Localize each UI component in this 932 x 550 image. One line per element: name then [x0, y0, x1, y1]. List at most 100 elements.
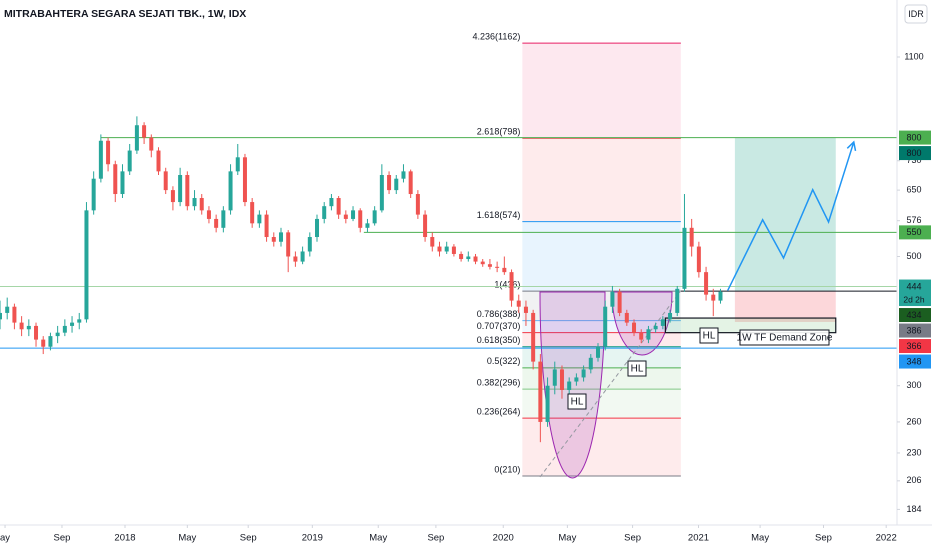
candle-body — [675, 288, 680, 313]
candle-body — [41, 339, 46, 347]
candle-body — [199, 198, 204, 211]
candle-body — [127, 150, 132, 172]
candle-body — [113, 164, 118, 195]
candle-body — [423, 214, 428, 238]
countdown-badge — [899, 293, 931, 307]
candle-body — [343, 214, 348, 219]
x-tick-label: May — [369, 533, 387, 544]
fib-label: 0.618(350) — [477, 335, 521, 345]
candle-body — [329, 198, 334, 207]
y-tick-label: 230 — [906, 447, 921, 457]
candle-body — [473, 256, 478, 262]
price-badge — [899, 308, 931, 323]
candle-body — [142, 125, 147, 138]
candle-body — [559, 369, 564, 390]
currency-label: IDR — [908, 9, 924, 19]
candle-body — [120, 171, 125, 195]
price-badge-label: 550 — [906, 227, 921, 237]
candle-body — [336, 198, 341, 215]
candle-body — [228, 171, 233, 211]
price-badge — [899, 146, 931, 161]
candle-body — [588, 357, 593, 370]
y-tick-label: 184 — [906, 504, 921, 514]
candle-body — [552, 369, 557, 386]
price-badge-label: 366 — [906, 341, 921, 351]
candle-body — [632, 322, 637, 333]
fib-label: 4.236(1162) — [472, 32, 520, 42]
candle-body — [156, 150, 161, 172]
fib-label: 0.236(264) — [477, 406, 521, 416]
price-badge-label: 444 — [906, 281, 921, 291]
price-badge — [899, 323, 931, 338]
candle-body — [495, 266, 500, 268]
candle-body — [178, 174, 183, 203]
candle-body — [401, 171, 406, 179]
candle-body — [430, 237, 435, 247]
x-tick-label: Sep — [815, 533, 832, 544]
candle-body — [26, 325, 31, 330]
chart-title: MITRABAHTERA SEGARA SEJATI TBK., 1W, IDX — [4, 8, 246, 20]
candle-body — [12, 306, 17, 323]
x-tick-label: 2022 — [876, 533, 897, 544]
price-badge — [899, 130, 931, 145]
candle-body — [718, 291, 723, 301]
candle-body — [624, 312, 629, 323]
annotation: HL — [631, 364, 644, 375]
price-badge-label: 348 — [906, 356, 921, 366]
fib-band — [522, 418, 681, 476]
price-badge-label: 434 — [906, 310, 921, 320]
candle-body — [206, 210, 211, 219]
annotation: 1W TF Demand Zone — [737, 333, 833, 344]
candle-body — [264, 214, 269, 238]
candle-body — [379, 174, 384, 211]
candle-body — [682, 227, 687, 289]
candle-body — [235, 157, 240, 172]
candle-body — [408, 171, 413, 195]
candle-body — [214, 218, 219, 228]
candle-body — [307, 237, 312, 252]
candle-body — [437, 246, 442, 252]
fib-label: 0.707(370) — [477, 321, 521, 331]
candle-body — [62, 325, 67, 333]
candle-body — [394, 178, 399, 191]
x-tick-label: Sep — [240, 533, 257, 544]
annotation-box — [627, 360, 647, 377]
candle-body — [170, 190, 175, 203]
candle-body — [250, 202, 255, 224]
candle-body — [351, 210, 356, 219]
candle-body — [466, 256, 471, 260]
candle-body — [531, 312, 536, 362]
annotation-box — [739, 329, 830, 346]
y-tick-label: 650 — [906, 184, 921, 194]
profit-zone — [734, 137, 836, 292]
candle-body — [603, 306, 608, 347]
candle-body — [639, 332, 644, 340]
candle-body — [5, 306, 10, 313]
candle-body — [221, 210, 226, 228]
candle-body — [242, 157, 247, 203]
projection-arrowhead — [846, 140, 857, 152]
annotation-box — [699, 327, 719, 344]
candle-body — [660, 319, 665, 326]
candle-body — [372, 210, 377, 224]
candle-body — [567, 381, 572, 390]
candle-body — [98, 140, 103, 179]
currency-button[interactable] — [904, 4, 928, 24]
x-tick-label: May — [178, 533, 196, 544]
candle-body — [581, 369, 586, 378]
fib-band — [522, 291, 681, 321]
candle-body — [668, 312, 673, 320]
candle-body — [689, 227, 694, 247]
candle-body — [55, 332, 60, 337]
x-tick-label: May — [558, 533, 576, 544]
candle-body — [459, 253, 464, 260]
candle-body — [84, 210, 89, 320]
candle-body — [516, 300, 521, 307]
candle-body — [415, 194, 420, 215]
candle-body — [91, 178, 96, 211]
y-tick-label: 500 — [906, 251, 921, 261]
fib-label: 0.382(296) — [477, 377, 521, 387]
candle-body — [610, 291, 615, 307]
